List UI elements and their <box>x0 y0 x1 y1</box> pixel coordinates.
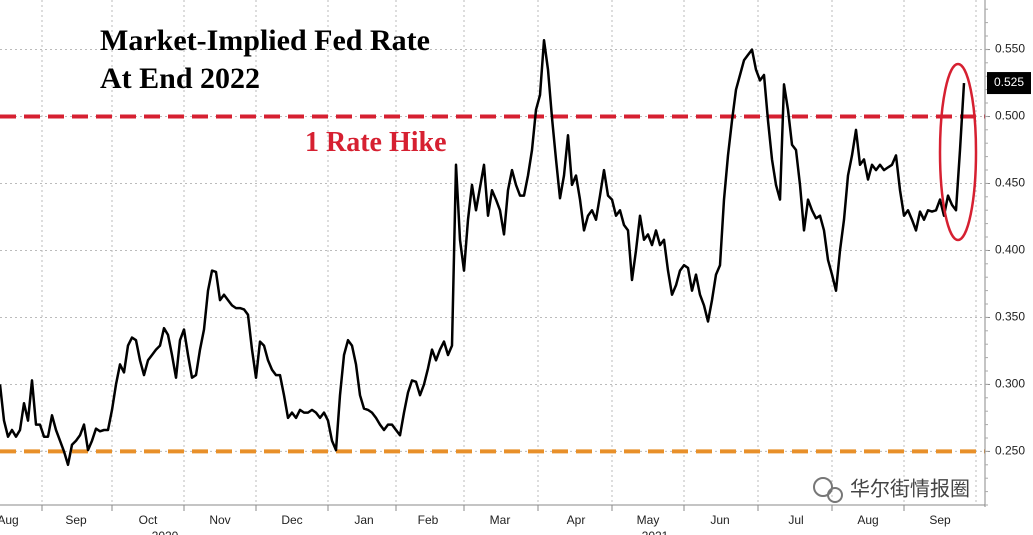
x-tick-label: Jun <box>710 513 729 527</box>
x-tick-label: Oct <box>139 513 158 527</box>
y-tick-label: 0.550 <box>995 42 1025 56</box>
reference-label: 1 Rate Hike <box>305 127 447 158</box>
x-tick-label: Apr <box>567 513 586 527</box>
x-tick-label: Jan <box>354 513 373 527</box>
reference-lines <box>0 114 985 454</box>
y-tick-label: 0.500 <box>995 109 1025 123</box>
x-tick-label: Mar <box>490 513 511 527</box>
x-tick-label: Nov <box>209 513 230 527</box>
x-tick-label: Aug <box>0 513 19 527</box>
y-tick-label: 0.350 <box>995 310 1025 324</box>
x-tick-label: Sep <box>65 513 87 527</box>
year-label: 2020 <box>152 529 179 535</box>
last-value-box <box>987 72 1031 95</box>
chart-title: Market-Implied Fed Rate <box>100 24 430 57</box>
y-tick-label: 0.250 <box>995 444 1025 458</box>
last-value-label: 0.525 <box>994 75 1024 89</box>
watermark: 华尔街情报圈 <box>813 477 970 503</box>
x-tick-label: Dec <box>281 513 302 527</box>
y-tick-label: 0.300 <box>995 377 1025 391</box>
highlight-ellipse <box>938 62 978 242</box>
watermark-icon <box>827 487 843 503</box>
chart-title: At End 2022 <box>100 62 260 95</box>
y-tick-label: 0.450 <box>995 176 1025 190</box>
year-label: 2021 <box>642 529 669 535</box>
watermark-icon <box>813 477 833 497</box>
watermark-text: 华尔街情报圈 <box>850 477 970 501</box>
x-tick-label: Aug <box>857 513 878 527</box>
x-tick-label: Jul <box>788 513 803 527</box>
data-line <box>0 38 966 467</box>
y-tick-label: 0.400 <box>995 243 1025 257</box>
x-tick-label: Sep <box>929 513 951 527</box>
x-tick-label: Feb <box>418 513 439 527</box>
x-tick-label: May <box>637 513 660 527</box>
plot <box>0 38 966 467</box>
